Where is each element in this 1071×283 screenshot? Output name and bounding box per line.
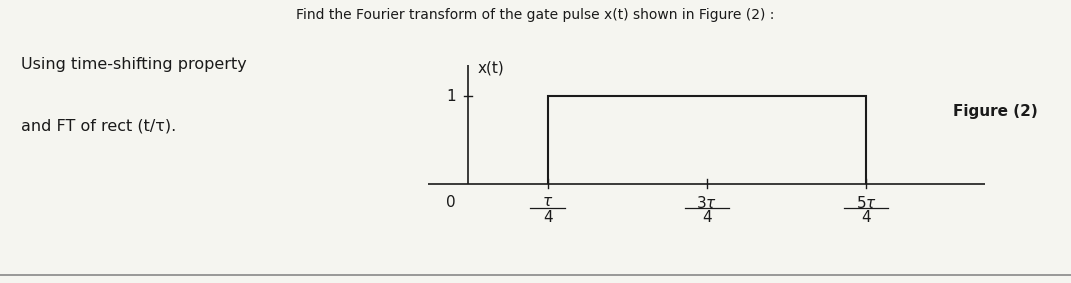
Text: $3\tau$: $3\tau$ xyxy=(696,195,718,211)
Text: $5\tau$: $5\tau$ xyxy=(856,195,876,211)
Text: and FT of rect (t/τ).: and FT of rect (t/τ). xyxy=(21,119,177,134)
Text: 1: 1 xyxy=(447,89,456,104)
Text: Using time-shifting property: Using time-shifting property xyxy=(21,57,247,72)
Text: 4: 4 xyxy=(703,210,711,225)
Text: 4: 4 xyxy=(543,210,553,225)
Text: Find the Fourier transform of the gate pulse x(t) shown in Figure (2) :: Find the Fourier transform of the gate p… xyxy=(297,8,774,22)
Text: $\tau$: $\tau$ xyxy=(542,195,554,209)
Text: x(t): x(t) xyxy=(478,61,504,76)
Text: Figure (2): Figure (2) xyxy=(953,104,1038,119)
Text: 0: 0 xyxy=(446,195,455,210)
Text: 4: 4 xyxy=(861,210,871,225)
